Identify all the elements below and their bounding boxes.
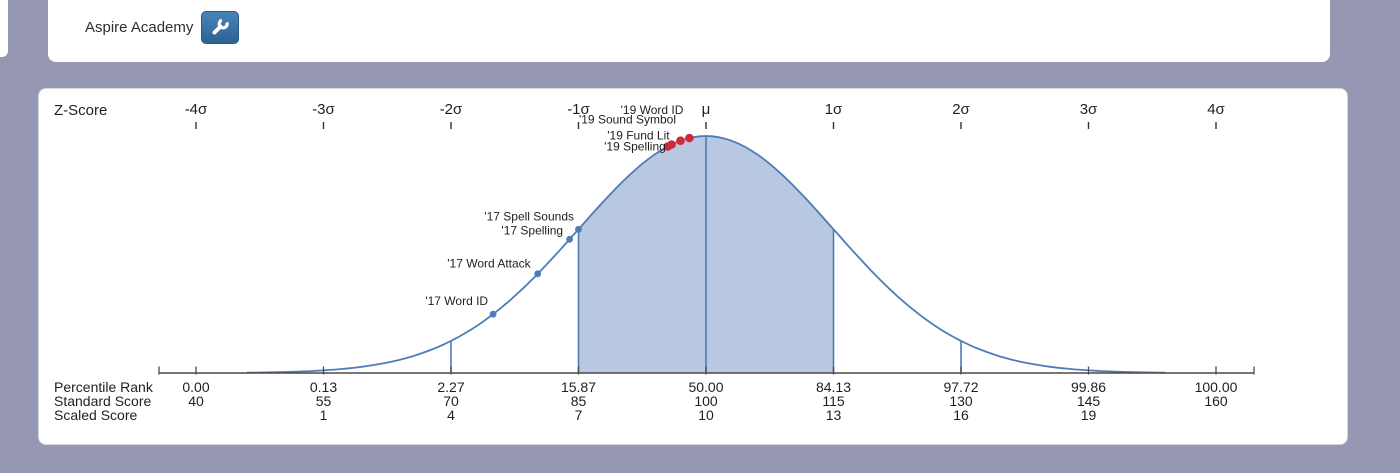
percentile-rank-value: 97.72 (943, 379, 979, 395)
percentile-rank-value: 84.13 (815, 379, 852, 395)
data-point-dot (489, 310, 497, 318)
data-point-dot (575, 225, 582, 233)
percentile-rank-value: 0.13 (309, 379, 338, 395)
z-score-tick-label: -4σ (184, 101, 208, 118)
school-name: Aspire Academy (85, 18, 194, 36)
header-panel: Aspire Academy (48, 0, 1330, 62)
z-score-tick-label: -3σ (312, 101, 335, 118)
data-point-label: '17 Word ID (425, 294, 488, 308)
z-score-axis-label: Z-Score (54, 102, 108, 119)
scaled-score-value: 16 (953, 407, 969, 423)
z-score-tick-label: 2σ (952, 101, 970, 118)
data-point-label: '19 Fund Lit (607, 129, 670, 143)
percentile-rank-row-label: Percentile Rank (54, 379, 153, 395)
data-point-label: '19 Spelling (604, 139, 666, 153)
scaled-score-value: 13 (825, 407, 842, 423)
standard-score-value: 40 (188, 393, 204, 409)
z-score-tick-label: 4σ (1207, 101, 1225, 118)
scaled-score-value: 7 (574, 407, 583, 423)
percentile-rank-value: 50.00 (688, 379, 724, 395)
scaled-score-value: 19 (1080, 407, 1097, 423)
data-point-label: '17 Spelling (501, 223, 563, 237)
z-score-tick-label: μ (701, 101, 711, 118)
data-point-label: '19 Sound Symbol (579, 113, 676, 127)
standard-score-value: 145 (1076, 393, 1101, 409)
percentile-rank-value: 15.87 (560, 379, 597, 395)
z-score-tick-label: 1σ (824, 101, 843, 118)
data-point-dot (685, 133, 694, 143)
data-point-label: '19 Word ID (621, 103, 684, 117)
data-point-dot (663, 142, 673, 151)
standard-score-row-label: Standard Score (54, 393, 152, 409)
data-point-dot (534, 270, 542, 278)
standard-score-value: 55 (315, 393, 332, 409)
z-score-tick-label: -2σ (439, 101, 463, 118)
standard-score-value: 100 (694, 393, 718, 409)
data-point-label: '17 Spell Sounds (484, 209, 574, 223)
standard-score-value: 130 (949, 393, 973, 409)
bell-curve-line (247, 135, 1165, 374)
settings-button[interactable] (201, 10, 240, 44)
scaled-score-value: 10 (698, 407, 714, 423)
data-point-dot (566, 235, 573, 243)
left-panel-edge (0, 0, 8, 57)
percentile-rank-value: 0.00 (182, 379, 210, 395)
data-point-dot (676, 136, 685, 145)
scaled-score-value: 1 (319, 407, 328, 423)
z-score-tick-label: 3σ (1079, 101, 1098, 118)
data-point-label: '17 Word Attack (447, 256, 531, 270)
percentile-rank-value: 100.00 (1194, 379, 1238, 395)
standard-score-value: 85 (570, 393, 587, 409)
z-score-tick-label: -1σ (567, 101, 590, 118)
standard-score-value: 160 (1204, 393, 1228, 409)
scaled-score-row-label: Scaled Score (54, 407, 138, 423)
standard-score-value: 70 (443, 393, 459, 409)
bell-curve-svg: '19 Word ID'19 Sound Symbol'19 Fund Lit'… (158, 103, 1255, 375)
wrench-icon (212, 18, 230, 35)
standard-score-value: 115 (822, 393, 845, 409)
scaled-score-value: 4 (447, 407, 455, 423)
percentile-rank-value: 2.27 (437, 379, 465, 395)
percentile-rank-value: 99.86 (1070, 379, 1107, 395)
bell-curve-chart-panel: '19 Word ID '19 Sound Symbol '19 Fund Lit '… (38, 88, 1348, 445)
